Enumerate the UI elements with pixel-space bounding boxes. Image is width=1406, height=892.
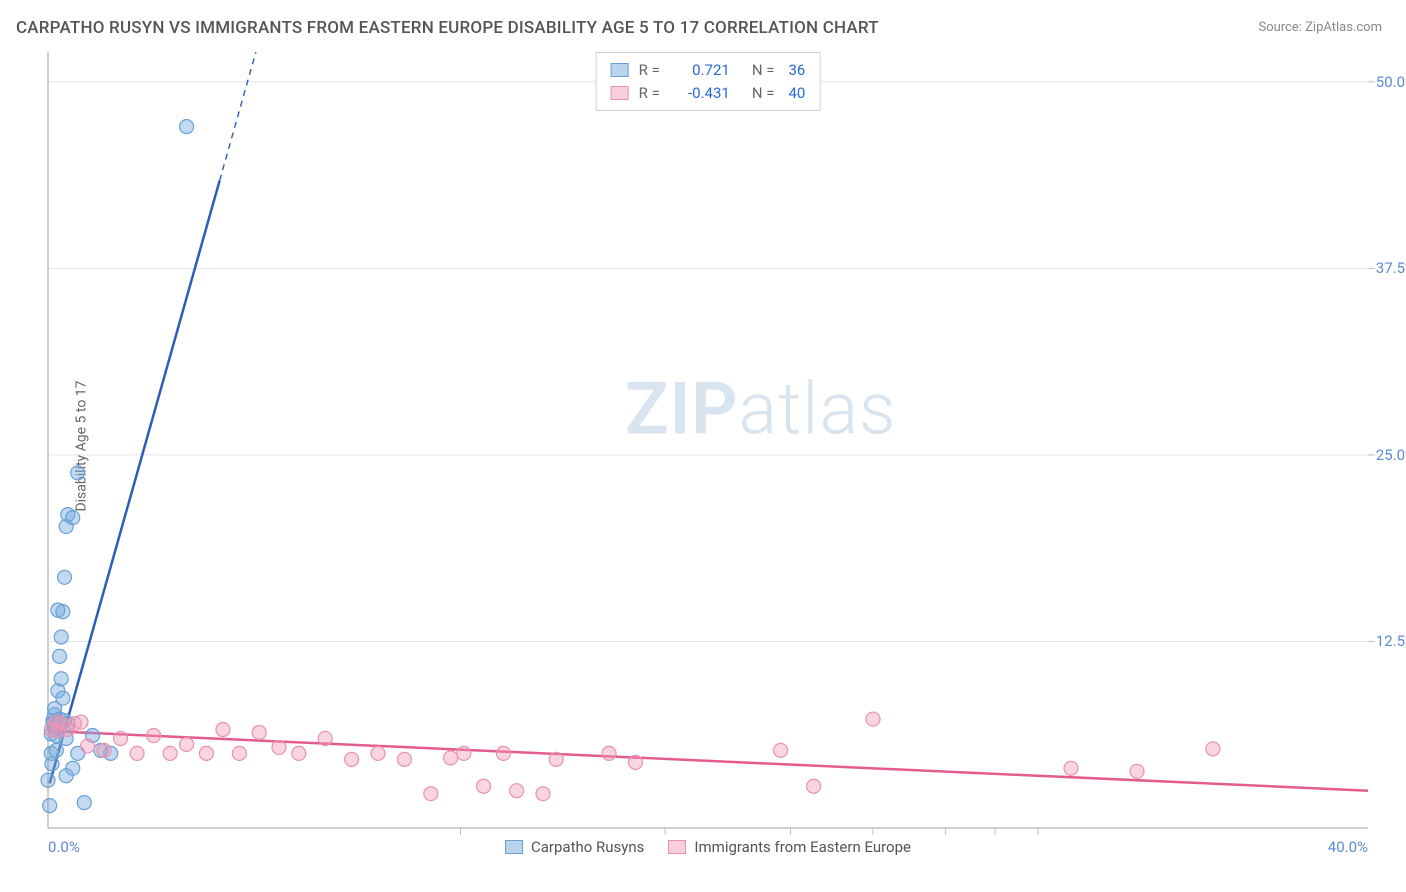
swatch-blue-icon	[611, 63, 629, 77]
legend-correlation: R = 0.721 N = 36 R = -0.431 N = 40	[596, 52, 821, 111]
plot-area: ZIPatlas R = 0.721 N = 36 R = -0.431 N =…	[48, 52, 1368, 828]
n-label: N =	[752, 59, 775, 82]
legend-label-blue: Carpatho Rusyns	[531, 838, 644, 856]
legend-row-blue: R = 0.721 N = 36	[611, 59, 806, 82]
n-value-pink: 40	[788, 82, 805, 105]
swatch-pink-icon	[611, 86, 629, 100]
legend-item-blue: Carpatho Rusyns	[505, 838, 644, 856]
legend-row-pink: R = -0.431 N = 40	[611, 82, 806, 105]
legend-series: Carpatho Rusyns Immigrants from Eastern …	[505, 838, 911, 856]
y-tick-label: 12.5%	[1376, 632, 1406, 650]
n-label: N =	[752, 82, 775, 105]
x-tick-label: 40.0%	[1328, 838, 1368, 856]
legend-item-pink: Immigrants from Eastern Europe	[668, 838, 911, 856]
r-value-pink: -0.431	[674, 82, 730, 105]
y-tick-label: 50.0%	[1376, 73, 1406, 91]
r-label: R =	[639, 82, 660, 105]
legend-label-pink: Immigrants from Eastern Europe	[694, 838, 911, 856]
swatch-blue-icon	[505, 840, 523, 854]
plot-svg	[48, 52, 1368, 828]
chart-title: CARPATHO RUSYN VS IMMIGRANTS FROM EASTER…	[16, 18, 879, 38]
x-tick-label: 0.0%	[48, 838, 80, 856]
source-label: Source: ZipAtlas.com	[1258, 20, 1382, 35]
r-value-blue: 0.721	[674, 59, 730, 82]
swatch-pink-icon	[668, 840, 686, 854]
n-value-blue: 36	[788, 59, 805, 82]
r-label: R =	[639, 59, 660, 82]
y-tick-label: 25.0%	[1376, 446, 1406, 464]
y-tick-label: 37.5%	[1376, 259, 1406, 277]
